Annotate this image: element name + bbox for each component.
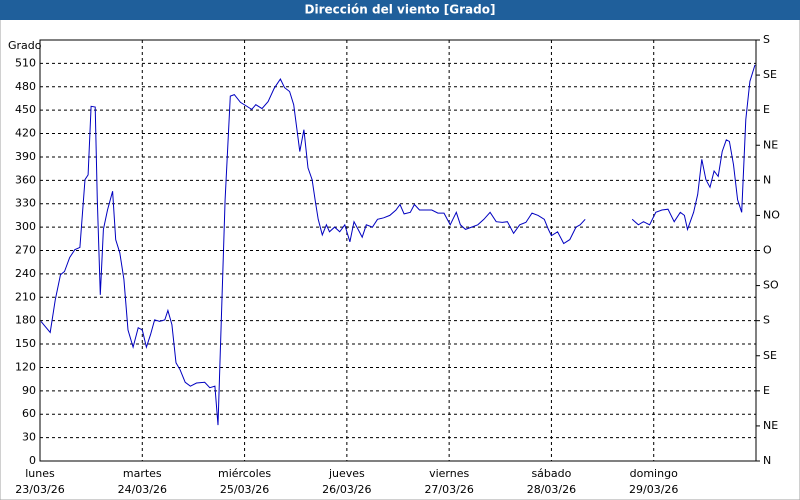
x-tick-label: sábado <box>531 467 571 480</box>
y2-tick-label: E <box>763 384 770 397</box>
y2-tick-label: S <box>763 314 770 327</box>
x-tick-date: 25/03/26 <box>220 483 269 496</box>
y-tick-label: 90 <box>22 384 36 397</box>
y2-tick-label: SE <box>763 68 777 81</box>
x-tick-date: 23/03/26 <box>15 483 64 496</box>
y2-tick-label: S <box>763 33 770 46</box>
y-tick-label: 60 <box>22 407 36 420</box>
y2-tick-label: N <box>763 173 771 186</box>
x-tick-label: jueves <box>328 467 365 480</box>
chart-title: Dirección del viento [Grado] <box>305 3 496 17</box>
x-tick-label: domingo <box>630 467 678 480</box>
y2-tick-label: N <box>763 454 771 467</box>
x-tick-date: 26/03/26 <box>322 483 371 496</box>
y-tick-label: 210 <box>15 290 36 303</box>
y-tick-label: 240 <box>15 267 36 280</box>
y-tick-label: 480 <box>15 80 36 93</box>
y-tick-label: 300 <box>15 220 36 233</box>
y2-tick-label: SO <box>763 279 779 292</box>
y2-tick-label: E <box>763 103 770 116</box>
y-tick-label: 420 <box>15 127 36 140</box>
x-tick-date: 24/03/26 <box>118 483 167 496</box>
y-axis-label: Grado <box>8 39 42 52</box>
y2-tick-label: NE <box>763 138 778 151</box>
x-tick-date: 29/03/26 <box>629 483 678 496</box>
x-tick-label: viernes <box>429 467 469 480</box>
y-tick-label: 330 <box>15 197 36 210</box>
y-tick-label: 120 <box>15 360 36 373</box>
y-tick-label: 30 <box>22 431 36 444</box>
y-tick-label: 390 <box>15 150 36 163</box>
y-tick-label: 180 <box>15 314 36 327</box>
y-tick-label: 360 <box>15 173 36 186</box>
y-tick-label: 270 <box>15 244 36 257</box>
y-tick-label: 450 <box>15 103 36 116</box>
y-tick-label: 510 <box>15 56 36 69</box>
y-tick-label: 0 <box>29 454 36 467</box>
y2-tick-label: SE <box>763 349 777 362</box>
y-tick-label: 150 <box>15 337 36 350</box>
y2-tick-label: O <box>763 244 772 257</box>
data-line <box>40 64 756 426</box>
y2-tick-label: NE <box>763 419 778 432</box>
title-bar <box>0 0 800 20</box>
y2-tick-label: NO <box>763 208 780 221</box>
x-tick-date: 27/03/26 <box>424 483 473 496</box>
x-tick-label: lunes <box>25 467 55 480</box>
x-tick-date: 28/03/26 <box>527 483 576 496</box>
x-tick-label: martes <box>123 467 162 480</box>
x-tick-label: miércoles <box>218 467 271 480</box>
